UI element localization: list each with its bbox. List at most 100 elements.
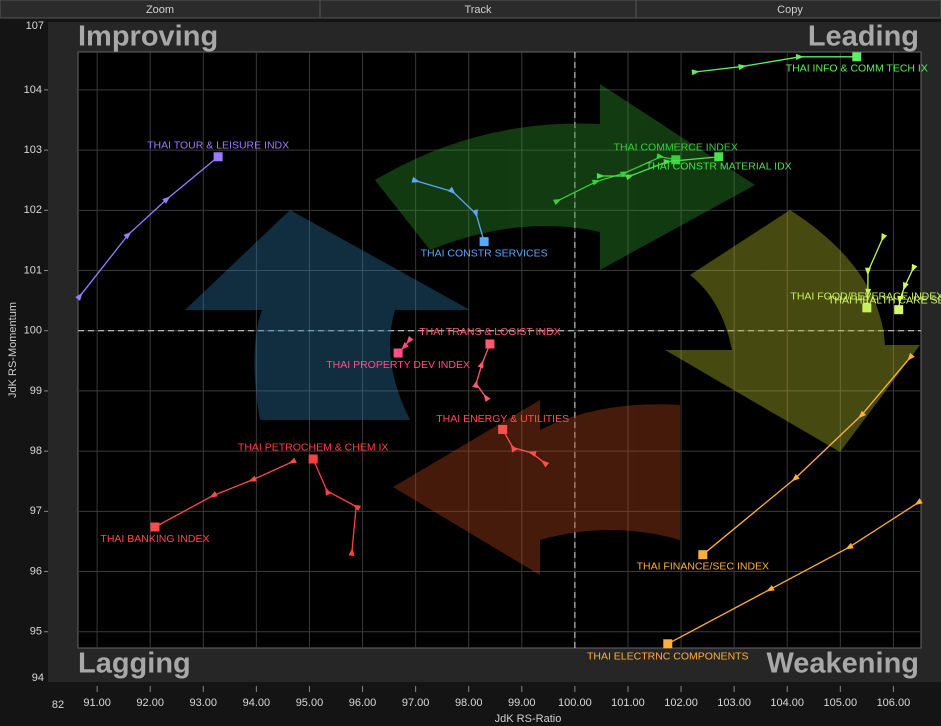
head-point	[498, 424, 508, 434]
tail-point	[656, 153, 665, 159]
x-tick-label: 96.00	[349, 697, 377, 709]
tail-point	[865, 288, 872, 297]
tail-point	[209, 491, 218, 498]
tail-point	[691, 69, 700, 76]
series-label: THAI ELECTRNC COMPONENTS	[587, 651, 749, 663]
y-axis-title: JdK RS-Momentum	[7, 302, 19, 398]
tail-line	[667, 502, 919, 645]
quadrant-label: Weakening	[766, 648, 919, 680]
quadrant-label: Lagging	[78, 648, 191, 680]
y-end-label: 107	[26, 20, 44, 32]
head-point	[894, 305, 904, 315]
tail-point	[907, 352, 915, 361]
arrow-leading	[375, 84, 755, 270]
tail-line	[898, 268, 914, 310]
quadrant-label: Leading	[808, 21, 919, 53]
x-tick-label: 102.00	[664, 697, 698, 709]
tail-point	[663, 158, 672, 165]
tail-line	[695, 56, 857, 73]
tail-point	[591, 179, 601, 186]
y-tick-label: 103	[24, 144, 42, 156]
tail-point	[75, 292, 83, 301]
grid	[78, 52, 921, 648]
x-tick-label: 103.00	[717, 697, 751, 709]
head-point	[698, 550, 708, 560]
tail-point	[911, 263, 918, 273]
quadrant-label: Improving	[78, 21, 218, 53]
arrow-weakening	[665, 210, 920, 452]
tail-point	[401, 342, 409, 350]
head-point	[479, 237, 489, 247]
tail-line	[415, 180, 485, 242]
tail-point	[472, 379, 478, 389]
tail-line	[702, 357, 911, 556]
x-tick-label: 92.00	[136, 697, 164, 709]
tail-point	[406, 335, 414, 345]
tail-point	[288, 457, 297, 464]
x-axis-title: JdK RS-Ratio	[495, 713, 562, 725]
tail-point	[447, 186, 456, 195]
tail-point	[881, 233, 888, 242]
tail-point	[348, 547, 355, 556]
head-point	[852, 52, 862, 62]
toolbar: Zoom Track Copy	[0, 0, 941, 19]
x-tick-label: 93.00	[190, 697, 218, 709]
tail-point	[352, 504, 362, 512]
head-point	[393, 348, 403, 358]
head-point	[671, 155, 681, 165]
tail-point	[123, 231, 132, 240]
head-point	[714, 152, 724, 162]
series-label: THAI TOUR & LEISURE INDX	[147, 140, 289, 152]
series-label: THAI FINANCE/SEC INDEX	[637, 560, 769, 572]
tail-line	[600, 156, 719, 177]
y-tick-label: 97	[30, 505, 42, 517]
rotation-arrows	[185, 84, 920, 575]
tail-point	[510, 444, 518, 453]
series-layer: THAI TOUR & LEISURE INDX THAI CONSTR SERV…	[75, 52, 941, 663]
tail-point	[795, 53, 804, 60]
y-tick-label: 98	[30, 445, 42, 457]
head-point	[485, 339, 495, 349]
series-label: THAI ENERGY & UTILITIES	[436, 413, 569, 425]
head-point	[213, 152, 223, 162]
tail-point	[845, 542, 854, 550]
tail-point	[914, 498, 923, 506]
plot-area	[77, 51, 922, 649]
tail-line	[866, 237, 884, 308]
toolbar-button[interactable]	[635, 0, 941, 19]
x-tick-label: 91.00	[83, 697, 111, 709]
tail-point	[248, 475, 257, 482]
y-tick-label: 102	[24, 204, 42, 216]
tail-point	[472, 209, 478, 218]
y-tick-label: 95	[30, 626, 42, 638]
series-label: THAI INFO & COMM TECH IX	[786, 63, 928, 75]
series-label: THAI PROPERTY DEV INDEX	[326, 359, 470, 371]
head-point	[663, 639, 673, 649]
tail-point	[411, 176, 420, 183]
series-label: THAI CONSTR MATERIAL IDX	[646, 161, 792, 173]
series-label: THAI FOOD/BEVERAGE INDEX	[790, 291, 941, 303]
y-tick-label: 101	[24, 264, 42, 276]
y-end-label: 94	[32, 672, 44, 684]
tail-point	[528, 451, 537, 457]
tail-line	[79, 156, 219, 297]
tail-point	[791, 473, 800, 482]
tail-point	[897, 295, 904, 305]
x-tick-label: 99.00	[508, 697, 536, 709]
tail-point	[596, 173, 605, 180]
tail-line	[312, 458, 357, 552]
head-point	[308, 454, 318, 464]
x-tick-label: 98.00	[455, 697, 483, 709]
x-tick-label: 101.00	[611, 697, 645, 709]
head-point	[150, 522, 160, 532]
x-end-label: 82	[52, 699, 64, 711]
tail-point	[738, 64, 747, 71]
tail-point	[766, 585, 775, 592]
toolbar-label[interactable]: Copy	[777, 4, 803, 16]
toolbar-label[interactable]: Zoom	[146, 4, 174, 16]
toolbar-label[interactable]: Track	[464, 4, 492, 16]
series-label: THAI COMMERCE INDEX	[614, 142, 738, 154]
series-label: THAI CONSTR SERVICES	[421, 247, 548, 259]
arrow-lagging	[393, 400, 680, 575]
